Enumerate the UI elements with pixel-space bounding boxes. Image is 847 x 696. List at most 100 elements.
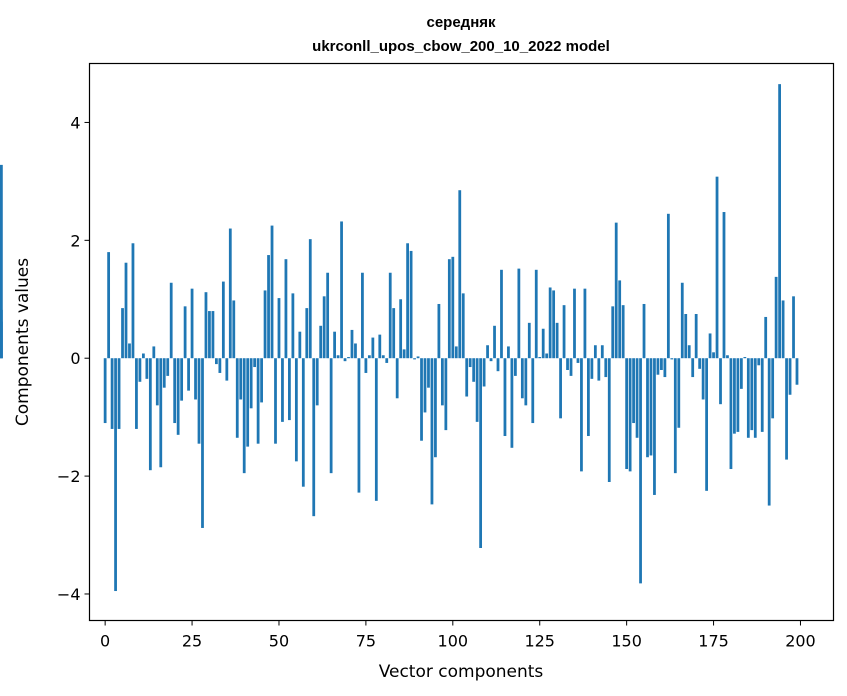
bar-31 <box>211 311 215 359</box>
bar-78 <box>374 358 378 501</box>
bar-131 <box>559 358 562 419</box>
bar-57 <box>301 358 305 487</box>
bar-168 <box>687 345 691 359</box>
bar-48 <box>270 225 274 359</box>
bar-38 <box>235 358 239 438</box>
bar-153 <box>635 358 639 438</box>
bar-160 <box>660 358 663 370</box>
bar-180 <box>729 358 733 470</box>
bar-119 <box>517 268 521 359</box>
y-tick-label: 0 <box>70 349 80 368</box>
bar-108 <box>479 358 483 548</box>
bar-69 <box>343 358 347 362</box>
bar-163 <box>670 358 674 360</box>
bar-189 <box>760 358 764 432</box>
bar-199 <box>795 358 799 385</box>
bar-128 <box>548 287 552 359</box>
bar-6 <box>124 262 128 359</box>
bar-172 <box>701 358 705 400</box>
bar-22 <box>180 358 184 401</box>
bar-159 <box>656 358 660 375</box>
bar-33 <box>218 358 222 373</box>
bar-55 <box>294 358 298 462</box>
bar-165 <box>677 358 681 428</box>
x-tick-label: 125 <box>524 632 555 651</box>
bar-143 <box>600 345 604 359</box>
x-tick-label: 50 <box>269 632 289 651</box>
bar-145 <box>607 358 611 482</box>
bar-151 <box>628 358 632 472</box>
bar-162 <box>666 213 670 359</box>
bar-134 <box>569 358 573 376</box>
y-tick-label: −2 <box>57 467 81 486</box>
bar-95 <box>434 358 437 458</box>
bar-106 <box>472 358 476 382</box>
bar-83 <box>392 308 396 359</box>
bar-37 <box>232 300 236 359</box>
bar-65 <box>329 358 333 474</box>
bar-184 <box>743 357 747 359</box>
bar-130 <box>555 322 559 359</box>
bar-123 <box>531 358 535 424</box>
bar-196 <box>785 358 788 460</box>
bar-7 <box>128 343 131 359</box>
bar-148 <box>618 280 622 359</box>
bar-97 <box>440 358 444 406</box>
bar-71 <box>350 329 354 359</box>
bar-61 <box>315 358 319 406</box>
bar-29 <box>204 292 208 359</box>
x-tick-label: 25 <box>182 632 202 651</box>
bar-102 <box>458 190 462 359</box>
bar-1 <box>107 252 111 359</box>
bar-176 <box>715 176 719 359</box>
bar-185 <box>746 358 750 438</box>
bar-73 <box>357 358 361 493</box>
x-tick-label: 75 <box>356 632 376 651</box>
bar-154 <box>639 358 642 584</box>
bar-9 <box>135 358 138 429</box>
bar-undefined <box>0 164 3 359</box>
bar-120 <box>520 358 524 399</box>
bar-49 <box>274 358 277 444</box>
bar-157 <box>649 358 653 456</box>
bar-52 <box>284 259 288 359</box>
bar-50 <box>277 298 281 359</box>
bar-62 <box>319 325 323 359</box>
bar-30 <box>208 311 211 359</box>
bar-141 <box>593 345 597 359</box>
bar-101 <box>454 346 458 359</box>
bar-125 <box>538 357 542 359</box>
bar-132 <box>562 305 566 359</box>
y-tick-label: 2 <box>70 231 80 250</box>
bar-44 <box>256 358 260 444</box>
bar-138 <box>583 288 587 359</box>
bar-187 <box>753 358 757 438</box>
bar-147 <box>614 222 618 359</box>
bar-124 <box>534 269 538 359</box>
bar-36 <box>228 228 232 359</box>
bar-114 <box>500 269 503 359</box>
bar-5 <box>121 308 124 359</box>
bar-117 <box>510 358 514 448</box>
bar-70 <box>347 357 350 359</box>
bar-66 <box>333 331 336 359</box>
bar-135 <box>573 288 576 359</box>
bar-23 <box>183 306 187 359</box>
bar-174 <box>708 333 712 359</box>
x-tick-label: 200 <box>785 632 816 651</box>
y-axis-label: Components values <box>13 258 33 426</box>
bar-4 <box>117 358 121 429</box>
bar-118 <box>514 358 517 376</box>
bar-183 <box>739 358 743 389</box>
x-tick-label: 100 <box>438 632 469 651</box>
bar-107 <box>475 358 479 422</box>
chart-title-line-1: середняк <box>426 14 496 31</box>
bar-164 <box>673 358 677 474</box>
bar-142 <box>597 358 601 381</box>
bar-96 <box>437 303 441 359</box>
bar-59 <box>308 239 312 359</box>
bar-171 <box>698 358 702 369</box>
bar-110 <box>486 345 489 359</box>
bar-88 <box>409 250 413 359</box>
bar-79 <box>378 334 382 359</box>
